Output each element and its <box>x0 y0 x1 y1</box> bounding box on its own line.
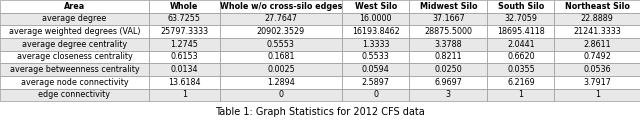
Text: Table 1: Graph Statistics for 2012 CFS data: Table 1: Graph Statistics for 2012 CFS d… <box>215 107 425 117</box>
